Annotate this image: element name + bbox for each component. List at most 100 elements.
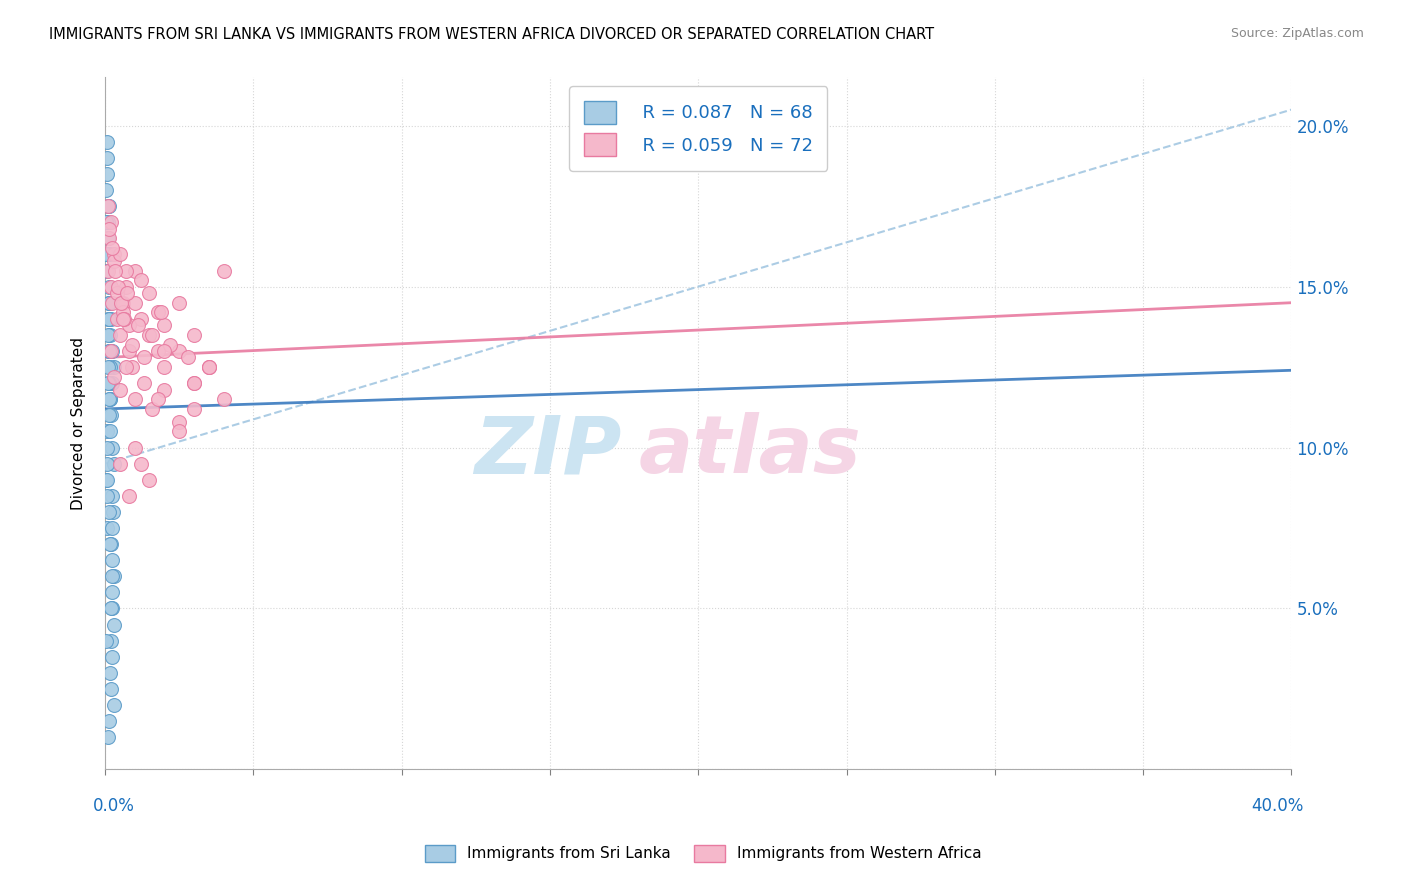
Point <box>101 241 124 255</box>
Point <box>108 383 131 397</box>
Point <box>98 537 121 551</box>
Point <box>100 376 122 391</box>
Text: 0.0%: 0.0% <box>93 797 135 815</box>
Point <box>100 311 122 326</box>
Point <box>100 633 122 648</box>
Point <box>121 360 143 375</box>
Point <box>132 376 155 391</box>
Point <box>198 360 221 375</box>
Point <box>183 401 205 416</box>
Point <box>141 401 163 416</box>
Point <box>96 263 118 277</box>
Point <box>98 392 121 407</box>
Point <box>110 295 132 310</box>
Point <box>96 167 118 181</box>
Point <box>97 215 120 229</box>
Point <box>159 337 181 351</box>
Point <box>111 305 134 319</box>
Point <box>101 601 124 615</box>
Point <box>148 343 170 358</box>
Point <box>124 441 146 455</box>
Point <box>138 286 160 301</box>
Point <box>98 425 121 439</box>
Point <box>100 409 122 423</box>
Point <box>97 376 120 391</box>
Point <box>97 199 120 213</box>
Point <box>96 457 118 471</box>
Point <box>108 457 131 471</box>
Point <box>97 505 120 519</box>
Point <box>96 215 118 229</box>
Point <box>96 247 118 261</box>
Point <box>124 392 146 407</box>
Point <box>97 327 120 342</box>
Point <box>100 521 122 535</box>
Point <box>101 649 124 664</box>
Point <box>98 279 121 293</box>
Point <box>100 681 122 696</box>
Point <box>97 199 120 213</box>
Point <box>101 553 124 567</box>
Point <box>198 360 221 375</box>
Point <box>148 392 170 407</box>
Point <box>96 135 118 149</box>
Point <box>103 569 125 583</box>
Point <box>118 318 141 333</box>
Point <box>103 369 125 384</box>
Point <box>167 343 190 358</box>
Point <box>96 633 118 648</box>
Point <box>97 295 120 310</box>
Point <box>101 441 124 455</box>
Point <box>103 505 125 519</box>
Point <box>108 247 131 261</box>
Point <box>98 327 121 342</box>
Point <box>198 360 221 375</box>
Point <box>100 537 122 551</box>
Point <box>167 295 190 310</box>
Point <box>100 585 122 599</box>
Point <box>98 409 121 423</box>
Point <box>118 489 141 503</box>
Point <box>96 263 118 277</box>
Point <box>97 392 120 407</box>
Point <box>97 263 120 277</box>
Point <box>121 337 143 351</box>
Point <box>98 247 121 261</box>
Point <box>98 343 121 358</box>
Legend:   R = 0.087   N = 68,   R = 0.059   N = 72: R = 0.087 N = 68, R = 0.059 N = 72 <box>569 87 827 170</box>
Point <box>97 199 120 213</box>
Point <box>150 305 173 319</box>
Point <box>105 311 128 326</box>
Point <box>138 327 160 342</box>
Point <box>124 295 146 310</box>
Point <box>96 151 118 165</box>
Point <box>97 360 120 375</box>
Point <box>114 279 136 293</box>
Point <box>97 247 120 261</box>
Point <box>148 305 170 319</box>
Point <box>104 263 127 277</box>
Point <box>98 295 121 310</box>
Point <box>153 343 176 358</box>
Point <box>96 473 118 487</box>
Point <box>96 473 118 487</box>
Point <box>111 295 134 310</box>
Point <box>103 360 125 375</box>
Point <box>98 714 121 728</box>
Point <box>103 247 125 261</box>
Point <box>141 327 163 342</box>
Point <box>97 311 120 326</box>
Point <box>103 457 125 471</box>
Point <box>212 263 235 277</box>
Point <box>101 295 124 310</box>
Point <box>98 665 121 680</box>
Point <box>98 360 121 375</box>
Point <box>97 343 120 358</box>
Point <box>101 569 124 583</box>
Point <box>132 351 155 365</box>
Point <box>129 273 152 287</box>
Point <box>183 376 205 391</box>
Point <box>100 279 122 293</box>
Point <box>96 425 118 439</box>
Point <box>98 231 121 245</box>
